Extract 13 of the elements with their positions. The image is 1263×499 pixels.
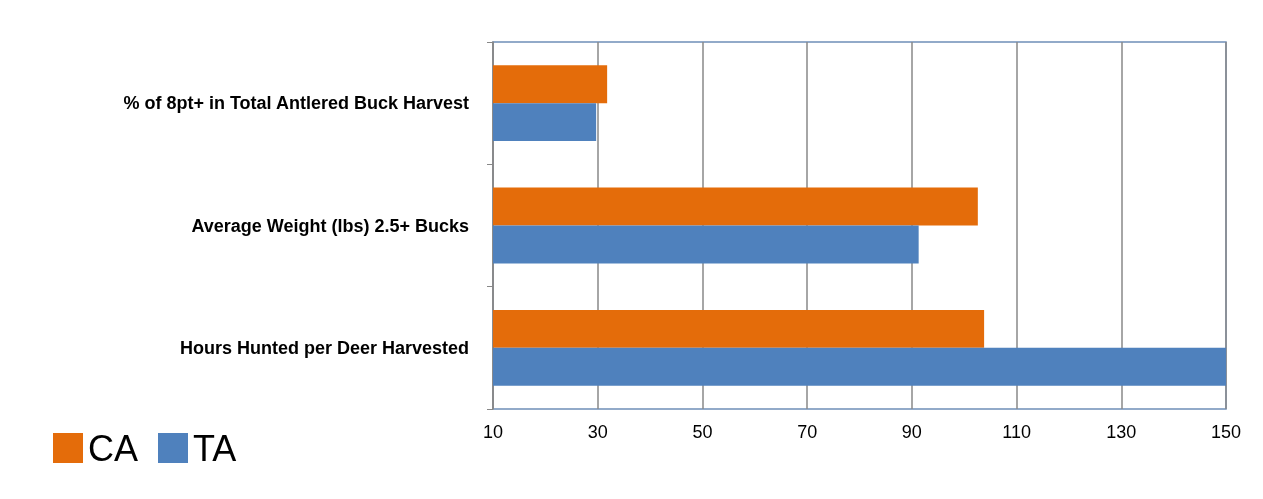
y-tick-label: Hours Hunted per Deer Harvested	[179, 337, 469, 358]
legend-label: CA	[88, 427, 139, 469]
x-tick-label: 30	[587, 422, 608, 442]
y-tick-label: Average Weight (lbs) 2.5+ Bucks	[191, 215, 469, 236]
x-tick-label: 50	[692, 422, 713, 442]
x-tick-label: 10	[482, 422, 504, 442]
x-tick-label: 110	[1002, 422, 1031, 442]
x-tick-label: 150	[1210, 422, 1242, 442]
x-tick-label: 70	[797, 422, 818, 442]
x-tick-label: 130	[1106, 422, 1137, 442]
y-tick-label: % of 8pt+ in Total Antlered Buck Harvest	[123, 93, 469, 114]
legend-label: TA	[193, 427, 237, 469]
x-tick-label: 90	[901, 422, 922, 442]
